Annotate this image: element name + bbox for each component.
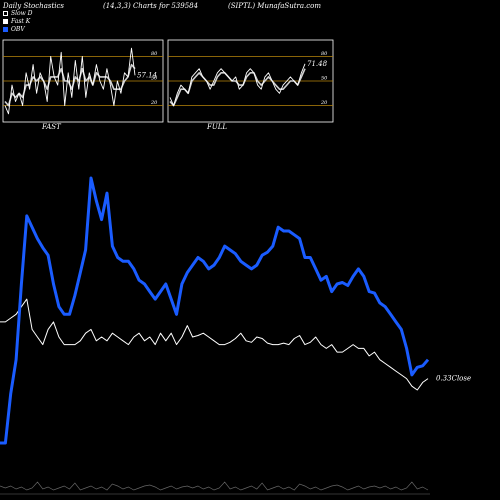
legend-item-obv: OBV (3, 25, 33, 33)
chart-heading: Daily Stochastics (3, 2, 65, 10)
slow-d-swatch-icon (3, 10, 8, 16)
fast-fast-k-line (4, 47, 136, 115)
fast-level-label: 20 (150, 100, 158, 106)
legend: Slow D Fast K OBV (3, 9, 33, 33)
legend-item-slow-d: Slow D (3, 9, 33, 17)
obv-swatch-icon (3, 26, 8, 32)
fast-panel-title: FAST (42, 123, 61, 131)
fast-k-swatch-icon (3, 18, 8, 24)
legend-label: OBV (11, 25, 25, 33)
fast-last-value-label: 57.14 (137, 71, 157, 79)
full-fast-k-line (169, 63, 306, 107)
chart-params: (14,3,3) Charts for 539584 (103, 2, 199, 10)
close-last-value-label: 0.33Close (436, 375, 471, 383)
fast-level-label: 80 (151, 51, 158, 57)
legend-label: Slow D (11, 9, 33, 17)
full-level-label: 80 (321, 51, 328, 57)
close-price-line (0, 298, 429, 391)
site-label: (SIPTL) MunafaSutra.com (228, 2, 322, 10)
legend-label: Fast K (11, 17, 31, 25)
full-panel-title: FULL (207, 123, 228, 131)
full-last-value-label: 71.48 (307, 60, 328, 68)
full-level-label: 20 (320, 100, 328, 106)
obv-line (0, 176, 430, 445)
volume-trace-line (0, 481, 429, 491)
full-level-label: 50 (321, 76, 328, 82)
legend-item-fast-k: Fast K (3, 17, 33, 25)
fast-level-label: 50 (151, 76, 158, 82)
